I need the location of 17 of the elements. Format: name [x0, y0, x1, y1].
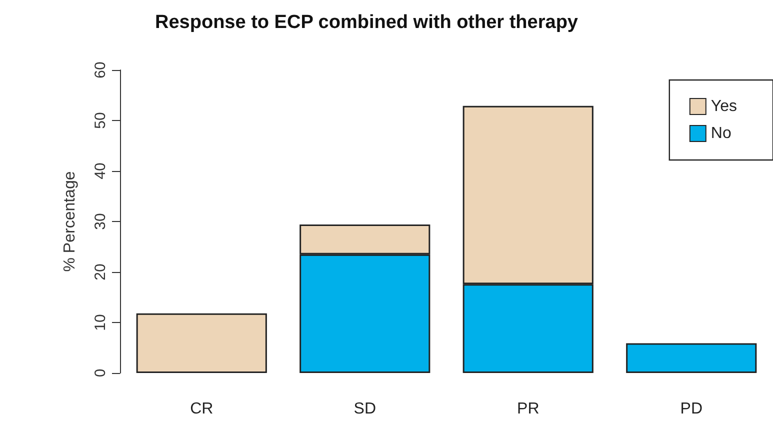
y-axis-title: % Percentage — [62, 171, 78, 272]
y-tick-label: 10 — [92, 314, 109, 331]
x-tick-label: SD — [354, 400, 376, 418]
bar — [626, 343, 757, 373]
y-tick-label: 40 — [92, 162, 109, 180]
legend-label: No — [710, 125, 732, 142]
x-tick-label: PR — [517, 400, 540, 418]
y-tick-label: 50 — [92, 112, 109, 129]
y-tick-label: 30 — [92, 213, 109, 230]
x-tick-label: CR — [190, 400, 214, 418]
chart-title: Response to ECP combined with other therapy — [155, 12, 578, 33]
bar — [136, 313, 267, 373]
y-tick-label: 20 — [92, 264, 109, 280]
x-tick-label: PD — [680, 400, 702, 418]
y-tick-label: 60 — [92, 62, 109, 78]
y-tick-label: 0 — [92, 368, 109, 378]
legend-label: Yes — [710, 98, 738, 115]
